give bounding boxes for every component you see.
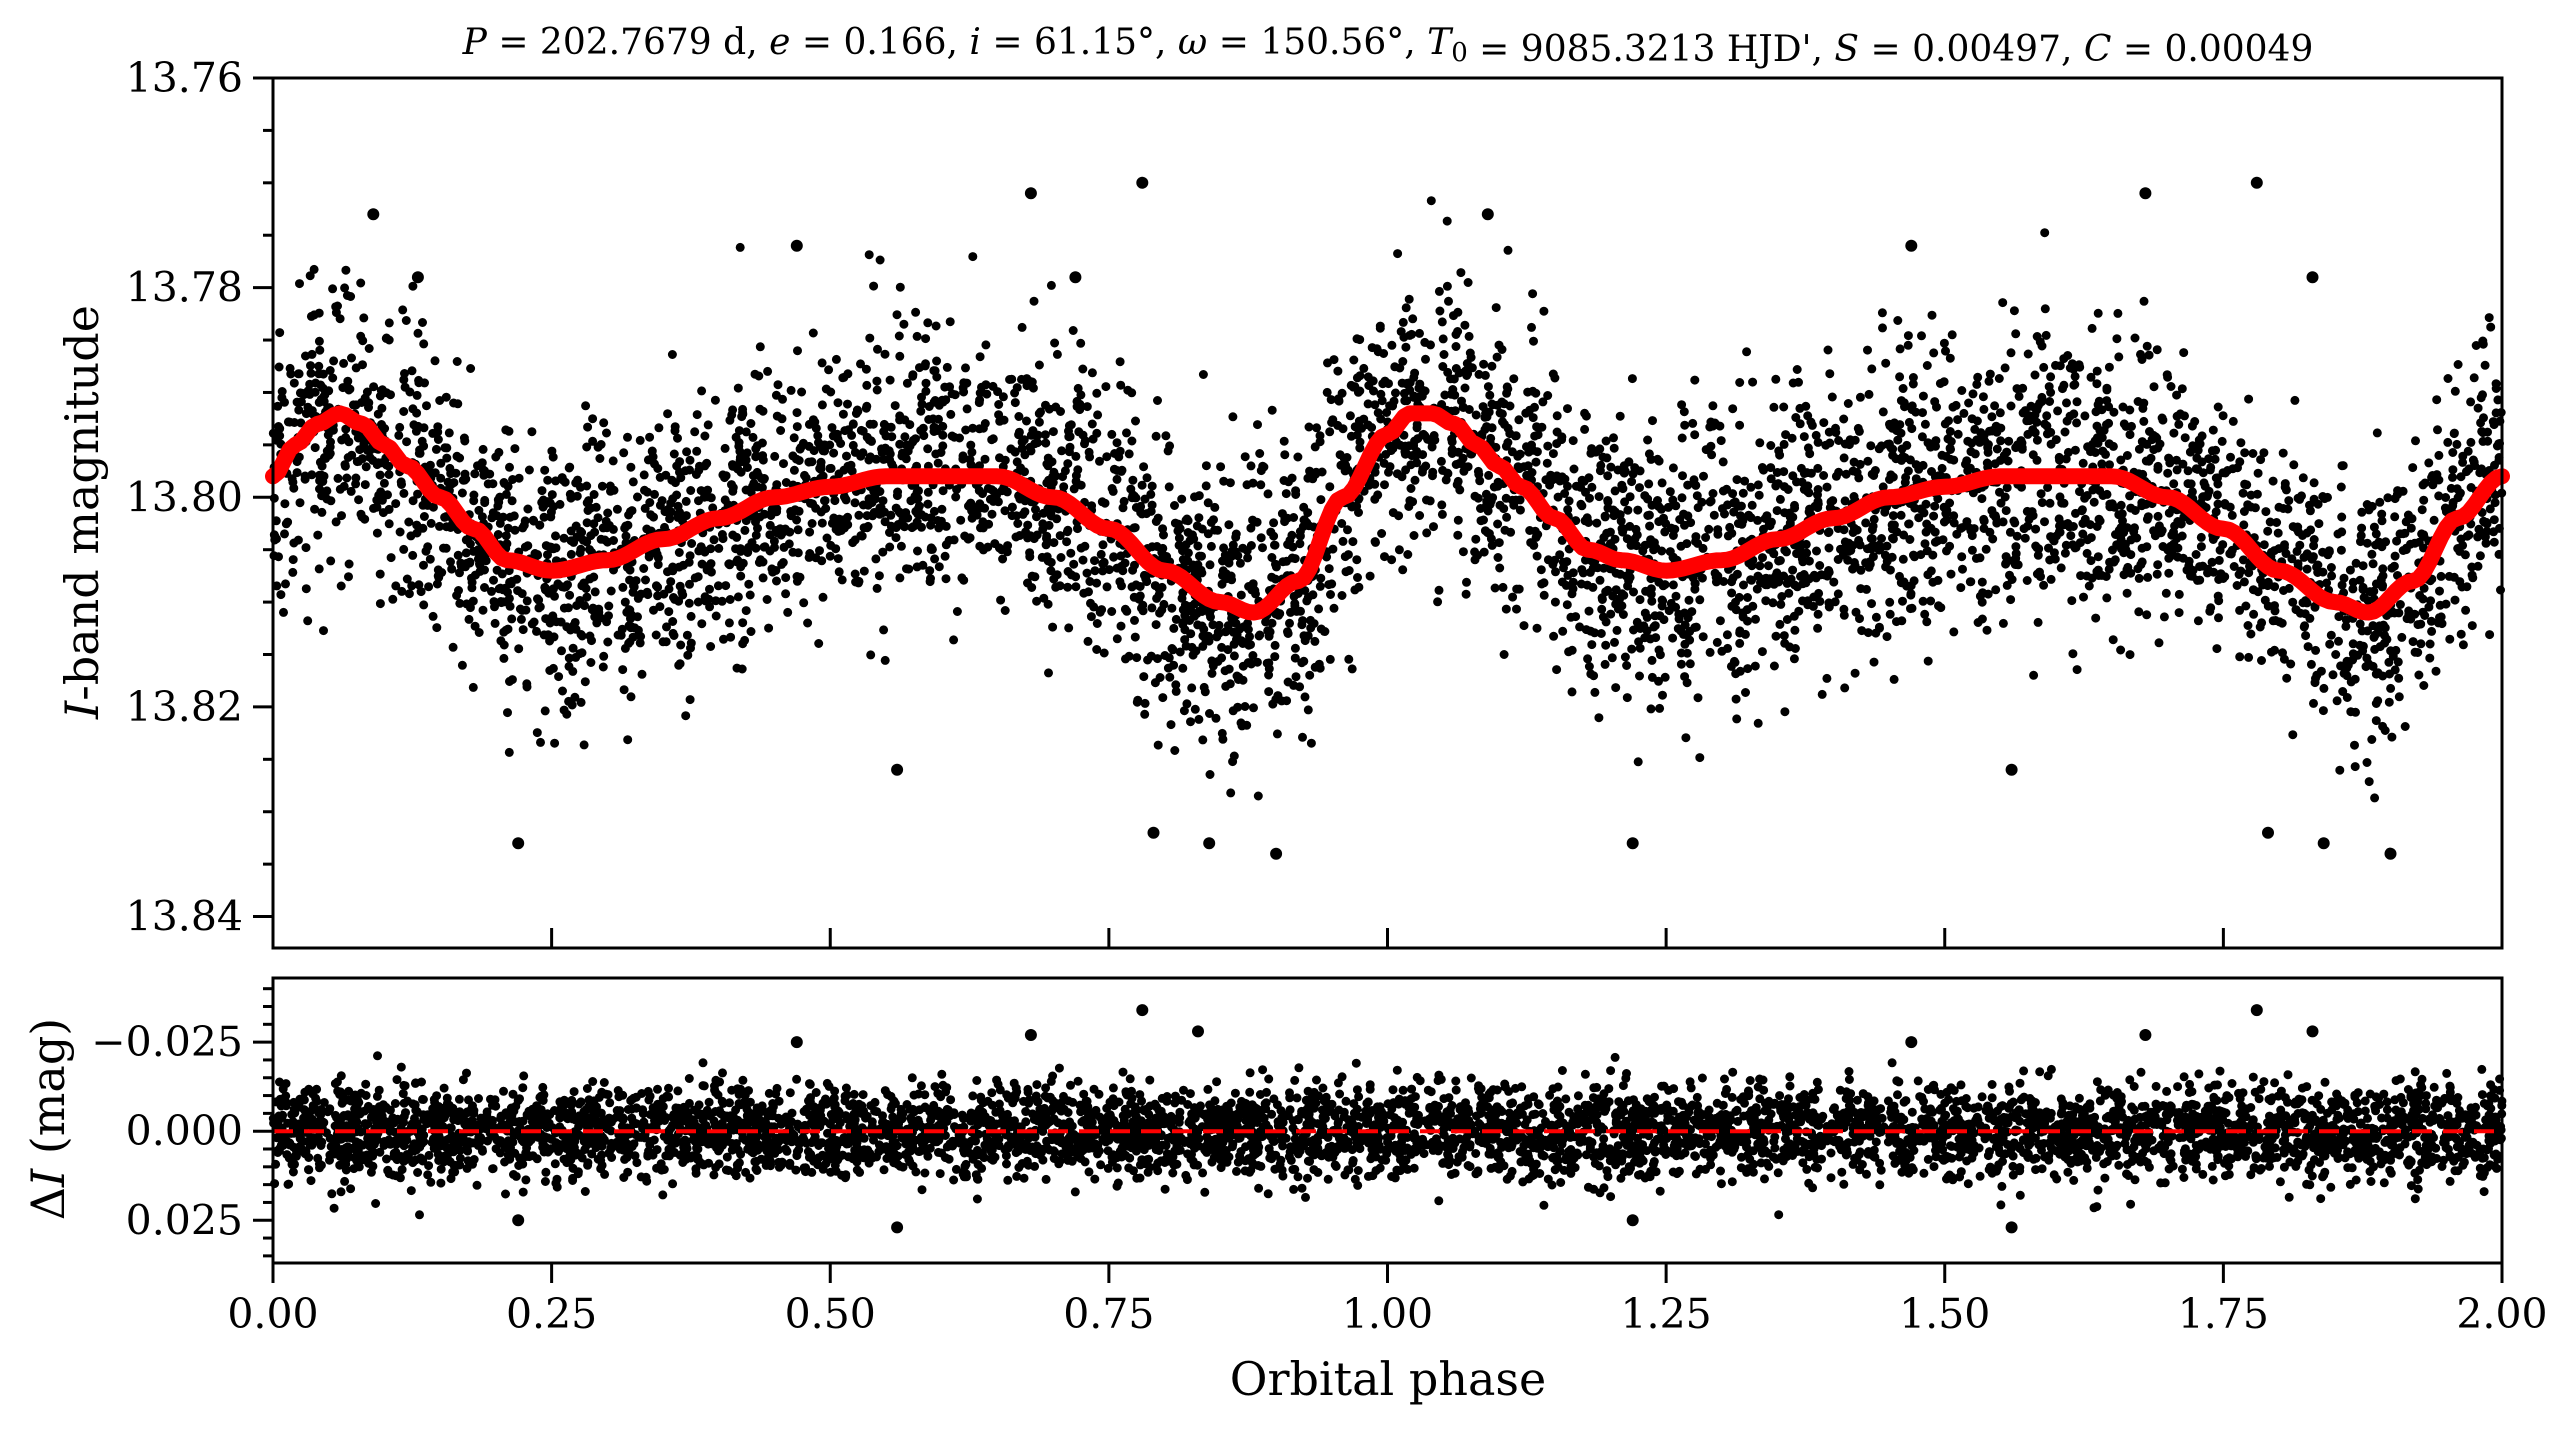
residual-outlier-point [512, 1214, 525, 1227]
x-axis-label: Orbital phase [1230, 1352, 1546, 1406]
top-outlier-point [1905, 239, 1918, 252]
residual-outlier-point [2250, 1004, 2263, 1017]
top-y-tick-label: 13.80 [126, 473, 243, 521]
residual-outlier-point [2306, 1025, 2319, 1038]
residual-outlier-point [1626, 1214, 1639, 1227]
top-outlier-point [411, 271, 424, 284]
top-outlier-point [367, 208, 380, 221]
x-tick-label: 1.25 [1620, 1290, 1711, 1338]
x-tick-label: 0.25 [506, 1290, 597, 1338]
bottom-y-ticks: −0.025 0.000 0.025 [91, 987, 273, 1258]
x-tick-label: 1.50 [1899, 1290, 1990, 1338]
residual-data-points [268, 1004, 2507, 1234]
top-outlier-point [790, 239, 803, 252]
top-y-tick-label: 13.76 [126, 54, 243, 102]
residual-point-cloud [268, 1051, 2507, 1220]
x-tick-label: 0.75 [1063, 1290, 1154, 1338]
top-outlier-point [1626, 837, 1639, 850]
top-outlier-point [1069, 271, 1082, 284]
residual-outlier-point [2005, 1221, 2018, 1234]
bottom-y-tick-label: 0.000 [126, 1107, 243, 1155]
top-panel: 13.76 13.78 13.80 13.82 13.84 I-band magnitu… [55, 54, 2510, 950]
top-outlier-point [2250, 176, 2263, 189]
residual-outlier-point [1192, 1025, 1204, 1038]
top-x-ticks [271, 928, 2504, 948]
top-y-tick-label: 13.84 [126, 893, 243, 941]
bottom-y-tick-label: 0.025 [126, 1196, 243, 1244]
top-y-tick-label: 13.78 [126, 264, 243, 312]
top-point-cloud [268, 196, 2507, 857]
chart-title: P = 202.7679 d, e = 0.166, i = 61.15°, ω… [462, 22, 2314, 70]
bottom-panel: −0.025 0.000 0.025 0.00 0.25 0.50 0.75 1.00 1.2… [21, 976, 2548, 1406]
x-tick-label: 1.75 [2178, 1290, 2269, 1338]
bottom-y-tick-label: −0.025 [91, 1018, 243, 1066]
top-outlier-point [1136, 176, 1149, 189]
top-outlier-point [2139, 187, 2152, 200]
residual-outlier-point [790, 1036, 803, 1049]
x-tick-label: 1.00 [1342, 1290, 1433, 1338]
top-y-axis-label: I-band magnitude [55, 305, 109, 720]
residual-outlier-point [1136, 1004, 1149, 1017]
top-outlier-point [2306, 271, 2319, 284]
top-outlier-point [2384, 847, 2397, 860]
top-outlier-point [1270, 847, 1283, 860]
top-outlier-point [1203, 837, 1216, 850]
bottom-y-axis-label: ΔI (mag) [21, 1018, 75, 1220]
top-outlier-point [891, 763, 904, 776]
top-outlier-point [1024, 187, 1037, 200]
top-y-tick-label: 13.82 [126, 683, 243, 731]
top-outlier-point [2262, 826, 2274, 839]
residual-outlier-point [1024, 1029, 1037, 1041]
top-outlier-point [1481, 208, 1494, 221]
top-outlier-point [2317, 837, 2330, 850]
model-curve [265, 405, 2510, 621]
top-outlier-point [2005, 763, 2018, 776]
x-tick-label: 2.00 [2456, 1290, 2547, 1338]
residual-outlier-point [1905, 1036, 1918, 1049]
top-y-ticks: 13.76 13.78 13.80 13.82 13.84 [126, 54, 273, 941]
residual-outlier-point [2139, 1029, 2152, 1041]
x-tick-label: 0.50 [785, 1290, 876, 1338]
top-data-points [268, 176, 2507, 860]
residual-outlier-point [891, 1221, 904, 1234]
top-outlier-point [512, 837, 525, 850]
bottom-x-ticks: 0.00 0.25 0.50 0.75 1.00 1.25 1.50 1.75 2.00 [227, 1263, 2548, 1338]
x-tick-label: 0.00 [227, 1290, 318, 1338]
top-outlier-point [1147, 826, 1160, 839]
